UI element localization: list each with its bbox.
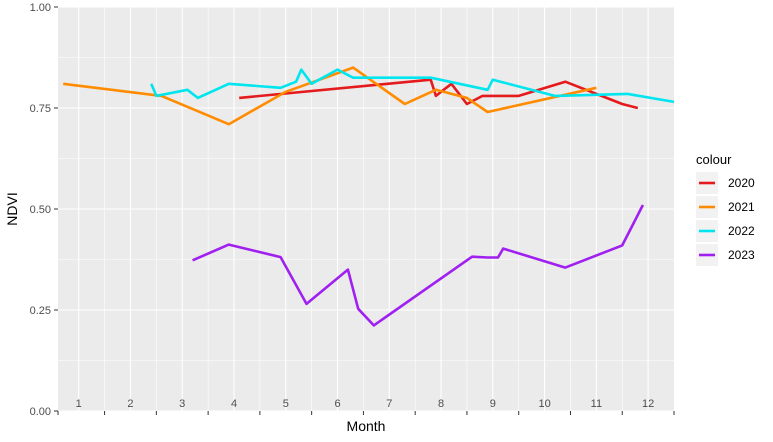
x-tick-label: 1	[76, 398, 82, 410]
y-tick-label: 1.00	[30, 2, 51, 14]
x-tick-label: 11	[591, 398, 602, 410]
x-tick-label: 2	[127, 398, 133, 410]
legend-label-2023: 2023	[728, 248, 755, 262]
legend-label-2020: 2020	[728, 176, 755, 190]
legend-label-2022: 2022	[728, 224, 755, 238]
series-layer	[63, 66, 675, 327]
series-line-2022	[150, 68, 675, 104]
y-tick-label: 0.75	[30, 103, 51, 115]
series-line-2020	[239, 78, 639, 110]
legend: colour 2020 2021 2022 2023	[696, 152, 755, 266]
y-tick-label: 0.50	[30, 204, 51, 216]
x-tick-label: 5	[283, 398, 289, 410]
x-tick-label: 10	[538, 398, 550, 410]
y-tick-label: 0.25	[30, 305, 51, 317]
y-tick-label: 0.00	[30, 406, 51, 418]
series-line-2023	[192, 204, 645, 327]
major-grid-y	[58, 6, 674, 412]
series-line-2021	[63, 66, 597, 126]
y-axis-title: NDVI	[4, 192, 20, 225]
x-tick-label: 6	[334, 398, 340, 410]
x-tick-label: 7	[386, 398, 392, 410]
x-tick-label: 8	[438, 398, 444, 410]
major-grid-x	[78, 7, 649, 411]
x-axis-title: Month	[347, 418, 386, 434]
legend-title: colour	[696, 152, 732, 167]
x-tick-label: 12	[642, 398, 654, 410]
minor-grid-y	[58, 57, 674, 361]
x-axis	[57, 411, 675, 415]
x-tick-labels: 1 2 3 4 5 6 7 8 9 10 11 12	[76, 398, 655, 410]
y-axis: 0.00 0.25 0.50 0.75 1.00	[30, 2, 58, 418]
legend-label-2021: 2021	[728, 200, 755, 214]
x-tick-label: 3	[179, 398, 185, 410]
x-tick-label: 4	[231, 398, 237, 410]
x-tick-label: 9	[490, 398, 496, 410]
